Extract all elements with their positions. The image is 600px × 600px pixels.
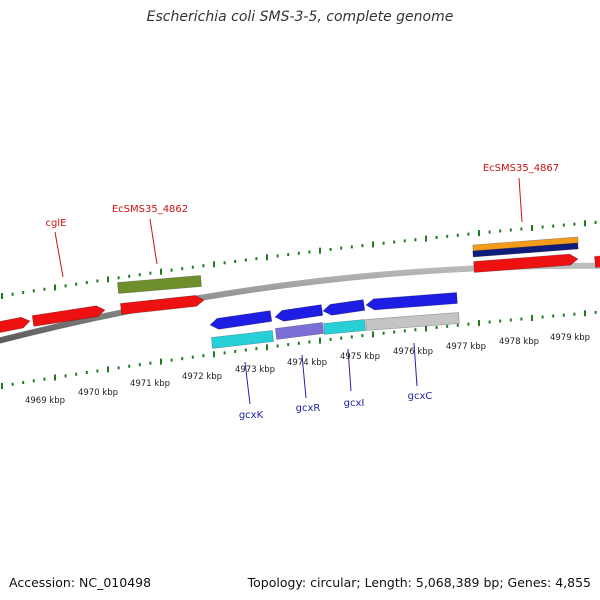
gene-label: gcxI [344,398,365,409]
scale-label: 4979 kbp [550,333,590,343]
gene-label: EcSMS35_4862 [112,204,188,215]
gene-feature [365,312,460,331]
scale-label: 4974 kbp [287,358,327,368]
gene-feature [31,305,106,327]
gene-feature [209,310,273,330]
topology-summary: Topology: circular; Length: 5,068,389 bp… [247,575,591,590]
accession-text: Accession: NC_010498 [9,575,152,590]
label-leader-line [301,354,307,399]
label-leader-line [54,231,64,278]
gene-feature [594,255,600,268]
gene-label: EcSMS35_4867 [483,163,559,174]
scale-label: 4976 kbp [393,347,433,357]
label-leader-line [413,342,418,387]
scale-labels: 4969 kbp 4970 kbp 4971 kbp 4972 kbp 4973 kbp… [25,333,590,406]
gene-feature [274,304,324,322]
scale-label: 4972 kbp [182,372,222,382]
tick-row-lower [1,310,597,389]
gene-feature [365,292,458,311]
label-leader-line [244,361,251,405]
gene-feature [322,299,366,316]
gene-feature [0,316,31,333]
gene-feature [472,242,579,258]
gene-feature [120,295,205,315]
scale-label: 4978 kbp [499,337,539,347]
gene-feature [323,319,366,335]
gene-label: cglE [46,218,67,229]
gene-label: gcxR [296,403,321,414]
scale-label: 4973 kbp [235,365,275,375]
scale-label: 4970 kbp [78,388,118,398]
gene-feature [211,330,274,349]
feature-track [0,236,600,349]
scale-label: 4975 kbp [340,352,380,362]
gene-label: gcxC [408,391,433,402]
scale-label: 4977 kbp [446,342,486,352]
gene-feature [274,322,325,340]
scale-label: 4969 kbp [25,396,65,406]
gene-feature [473,253,579,273]
tick-row-upper [1,220,597,299]
gene-feature [117,275,202,294]
gene-labels: cglE EcSMS35_4862 EcSMS35_4867 gcxK gcxR gcxI… [46,163,560,421]
map-title: Escherichia coli SMS-3-5, complete genom… [146,9,454,25]
label-leader-line [149,218,158,265]
label-leader-line [347,348,352,392]
gene-label: gcxK [239,410,264,421]
scale-label: 4971 kbp [130,379,170,389]
label-leader-line [518,177,523,223]
label-leaders [54,177,523,405]
